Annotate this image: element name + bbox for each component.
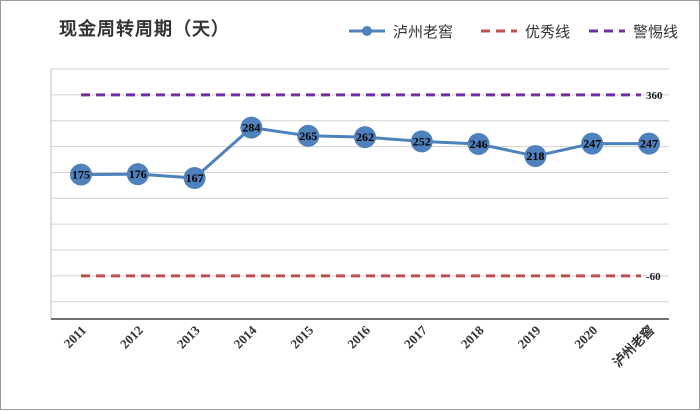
legend-line-marker-icon	[349, 26, 385, 36]
series-layer: 175 176 167 284 265 262 252 246 218 247 247	[70, 116, 660, 190]
x-tick-label: 2018	[458, 322, 487, 351]
data-label: 176	[129, 167, 147, 181]
data-point	[524, 145, 547, 168]
x-tick-label: 2011	[61, 323, 89, 351]
legend-dashed-purple-icon	[589, 29, 625, 33]
data-label: 262	[356, 130, 374, 144]
x-tick-label: 2020	[571, 323, 600, 352]
x-tick-labels: 2011 2012 2013 2014 2015 2016 2017 2018 2019 2020…	[61, 322, 657, 370]
x-tick-label: 泸州老窖	[610, 323, 657, 370]
reference-label-1: 360	[646, 90, 663, 102]
data-point	[638, 132, 660, 155]
data-label: 284	[242, 121, 260, 135]
data-label: 252	[413, 134, 431, 148]
data-label: 265	[299, 129, 317, 143]
x-tick-label: 2015	[287, 322, 316, 351]
legend-item-series: 泸州老窖	[347, 19, 453, 43]
x-tick-label: 2013	[174, 322, 203, 351]
x-tick-label: 2012	[117, 323, 146, 352]
legend-item-warning-line: 警惕线	[587, 19, 678, 43]
legend-item-excellent-line: 优秀线	[479, 19, 570, 43]
data-point	[467, 133, 490, 155]
x-tick-label: 2014	[231, 322, 260, 351]
data-point	[240, 116, 263, 139]
data-label: 167	[186, 171, 204, 185]
data-point	[410, 130, 433, 153]
gridlines	[50, 68, 669, 320]
reference-label-0: -60	[646, 271, 661, 283]
x-tick-label: 2016	[344, 322, 373, 351]
legend-label-series: 泸州老窖	[393, 22, 454, 41]
data-label: 246	[470, 137, 488, 151]
data-point	[70, 163, 92, 186]
x-tick-label: 2019	[515, 322, 544, 351]
x-tick-label: 2017	[401, 322, 430, 351]
data-point	[354, 126, 376, 149]
data-point	[126, 163, 149, 186]
legend-label-excellent: 优秀线	[525, 22, 571, 41]
data-point	[581, 132, 604, 155]
data-label: 247	[640, 137, 658, 151]
data-point	[297, 124, 320, 147]
data-label: 218	[526, 149, 544, 163]
data-point	[183, 167, 206, 190]
reference-lines: -60 360	[81, 90, 663, 283]
data-label: 175	[72, 168, 90, 182]
legend-dashed-red-icon	[481, 29, 517, 33]
data-label: 247	[583, 137, 601, 151]
legend-label-warning: 警惕线	[633, 22, 679, 41]
chart-title: 现金周转周期（天）	[59, 19, 230, 40]
